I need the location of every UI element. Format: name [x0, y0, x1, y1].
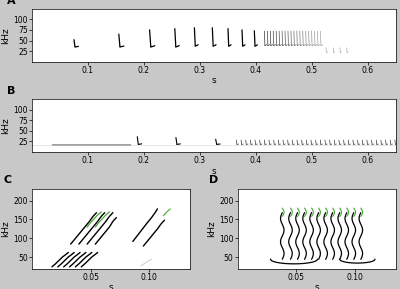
- Text: B: B: [6, 86, 15, 96]
- X-axis label: s: s: [212, 166, 216, 175]
- Y-axis label: kHz: kHz: [2, 27, 10, 44]
- Y-axis label: kHz: kHz: [2, 117, 10, 134]
- Y-axis label: kHz: kHz: [2, 221, 10, 237]
- Y-axis label: kHz: kHz: [207, 221, 216, 237]
- X-axis label: s: s: [109, 283, 114, 289]
- X-axis label: s: s: [314, 283, 319, 289]
- Text: A: A: [6, 0, 15, 6]
- Text: D: D: [209, 175, 218, 185]
- Text: C: C: [4, 175, 12, 185]
- X-axis label: s: s: [212, 76, 216, 85]
